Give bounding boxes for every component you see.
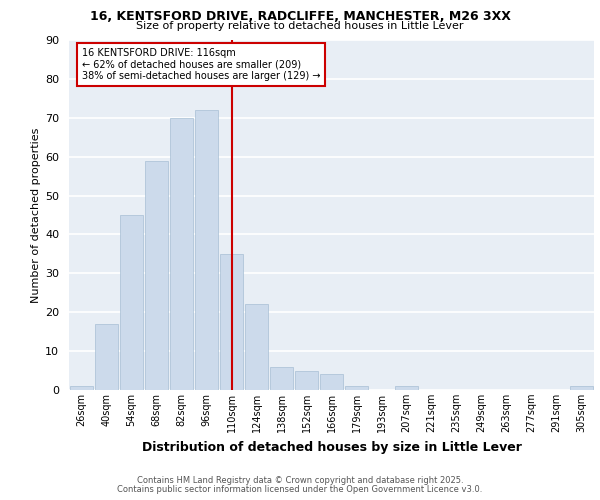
- Text: 16 KENTSFORD DRIVE: 116sqm
← 62% of detached houses are smaller (209)
38% of sem: 16 KENTSFORD DRIVE: 116sqm ← 62% of deta…: [82, 48, 320, 81]
- Text: Size of property relative to detached houses in Little Lever: Size of property relative to detached ho…: [136, 21, 464, 31]
- Bar: [220, 254, 244, 390]
- Bar: [295, 370, 319, 390]
- Bar: [245, 304, 268, 390]
- Bar: [145, 160, 169, 390]
- Bar: [269, 366, 293, 390]
- Bar: [95, 324, 118, 390]
- Text: Contains public sector information licensed under the Open Government Licence v3: Contains public sector information licen…: [118, 485, 482, 494]
- Bar: [70, 386, 94, 390]
- Y-axis label: Number of detached properties: Number of detached properties: [31, 128, 41, 302]
- Text: Contains HM Land Registry data © Crown copyright and database right 2025.: Contains HM Land Registry data © Crown c…: [137, 476, 463, 485]
- Bar: [170, 118, 193, 390]
- Bar: [194, 110, 218, 390]
- Bar: [569, 386, 593, 390]
- Bar: [119, 215, 143, 390]
- Text: 16, KENTSFORD DRIVE, RADCLIFFE, MANCHESTER, M26 3XX: 16, KENTSFORD DRIVE, RADCLIFFE, MANCHEST…: [89, 10, 511, 23]
- Bar: [344, 386, 368, 390]
- Bar: [320, 374, 343, 390]
- Bar: [395, 386, 418, 390]
- X-axis label: Distribution of detached houses by size in Little Lever: Distribution of detached houses by size …: [142, 440, 521, 454]
